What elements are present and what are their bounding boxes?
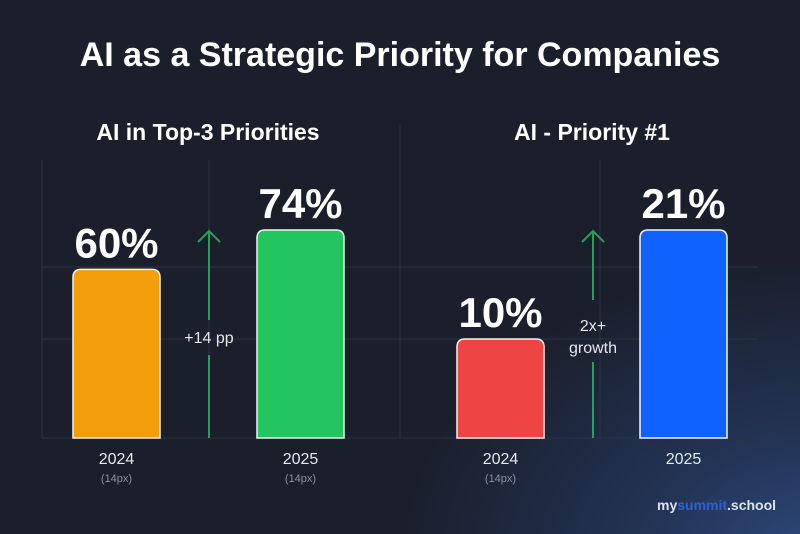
page-title: AI as a Strategic Priority for Companies: [79, 36, 721, 74]
category-label: 2025: [283, 451, 319, 468]
category-note: (14px): [485, 473, 516, 485]
category-label: 2025: [666, 451, 702, 468]
category-note: (14px): [101, 473, 132, 485]
category-note: (14px): [285, 473, 316, 485]
bar: [72, 268, 161, 439]
chart-title-priority1: AI - Priority #1: [514, 119, 670, 145]
value-label: 60%: [74, 219, 158, 266]
category-label: 2024: [99, 451, 135, 468]
value-label: 21%: [641, 180, 725, 227]
bar: [639, 229, 728, 439]
growth-annotation: growth: [569, 340, 617, 357]
value-label: 74%: [258, 180, 342, 227]
brand-logo: mysummit.school: [657, 497, 777, 513]
bar: [256, 229, 345, 439]
value-label: 10%: [458, 289, 542, 336]
arrow-up-icon: [581, 229, 605, 243]
growth-annotation: +14 pp: [184, 330, 233, 347]
chart-title-top3: AI in Top-3 Priorities: [96, 119, 320, 145]
arrow-up-icon: [197, 229, 221, 243]
bar: [456, 338, 545, 439]
growth-annotation: 2x+: [580, 318, 606, 335]
category-label: 2024: [483, 451, 519, 468]
